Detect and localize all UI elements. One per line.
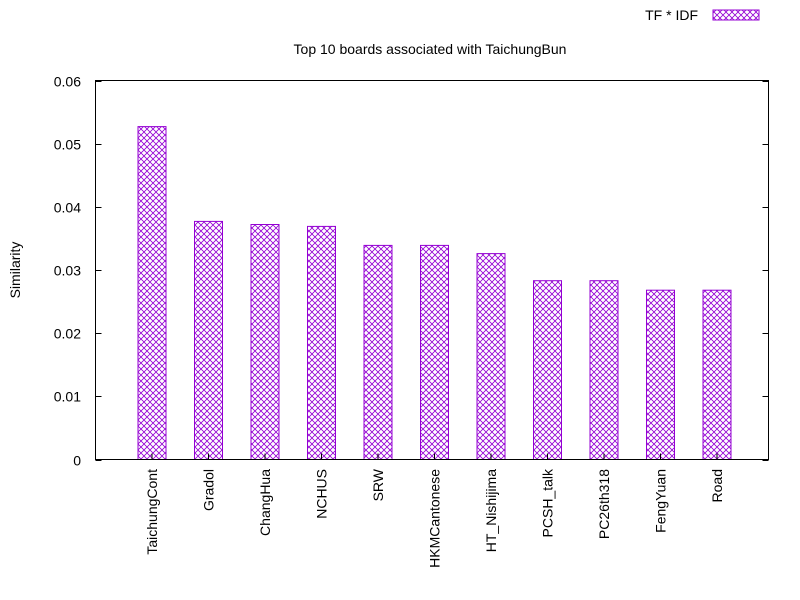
y-tick-label: 0 bbox=[73, 453, 81, 469]
bar-nchus bbox=[307, 225, 336, 460]
legend-label: TF * IDF bbox=[645, 7, 698, 23]
y-axis-label: Similarity bbox=[7, 242, 23, 299]
x-tick-label: FengYuan bbox=[653, 469, 669, 533]
bar-srw bbox=[363, 244, 393, 460]
y-tick-label: 0.01 bbox=[54, 389, 81, 405]
x-tick-label: SRW bbox=[370, 468, 386, 501]
bar-gradol bbox=[194, 220, 223, 460]
plot-frame bbox=[95, 80, 769, 460]
x-tick-label: PC26th318 bbox=[596, 469, 612, 539]
bar-road bbox=[702, 289, 732, 461]
x-tick-label: PCSH_talk bbox=[540, 468, 556, 537]
y-tick-label: 0.05 bbox=[54, 137, 81, 153]
x-axis-tick-labels: TaichungCont Gradol ChangHua NCHUS SRW HKMCan… bbox=[144, 453, 725, 568]
y-axis-ticks: 0 0.01 0.02 0.03 0.04 0.05 0.06 bbox=[54, 74, 769, 469]
bar-hkmcantonese bbox=[420, 244, 449, 460]
y-tick-label: 0.02 bbox=[54, 326, 81, 342]
y-tick-label: 0.04 bbox=[54, 200, 81, 216]
bars bbox=[137, 126, 732, 461]
x-tick-label: TaichungCont bbox=[144, 469, 160, 555]
x-tick-label: Road bbox=[709, 469, 725, 502]
bar-taichungcont bbox=[137, 126, 167, 460]
x-tick-label: Gradol bbox=[201, 469, 217, 511]
legend-swatch bbox=[712, 9, 760, 21]
y-tick-label: 0.03 bbox=[54, 263, 81, 279]
x-tick-label: NCHUS bbox=[314, 469, 330, 519]
x-tick-label: HT_Nishijima bbox=[483, 469, 499, 552]
legend: TF * IDF bbox=[645, 7, 760, 23]
x-tick-label: ChangHua bbox=[257, 469, 273, 536]
bar-ht-nishijima bbox=[476, 253, 506, 460]
chart-title: Top 10 boards associated with TaichungBu… bbox=[294, 41, 567, 57]
bar-pcsh-talk bbox=[533, 280, 562, 461]
bar-fengyuan bbox=[646, 289, 675, 461]
bar-changhua bbox=[250, 224, 280, 460]
y-tick-label: 0.06 bbox=[54, 74, 81, 90]
x-tick-label: HKMCantonese bbox=[427, 469, 443, 568]
bar-pc26th318 bbox=[589, 280, 619, 461]
